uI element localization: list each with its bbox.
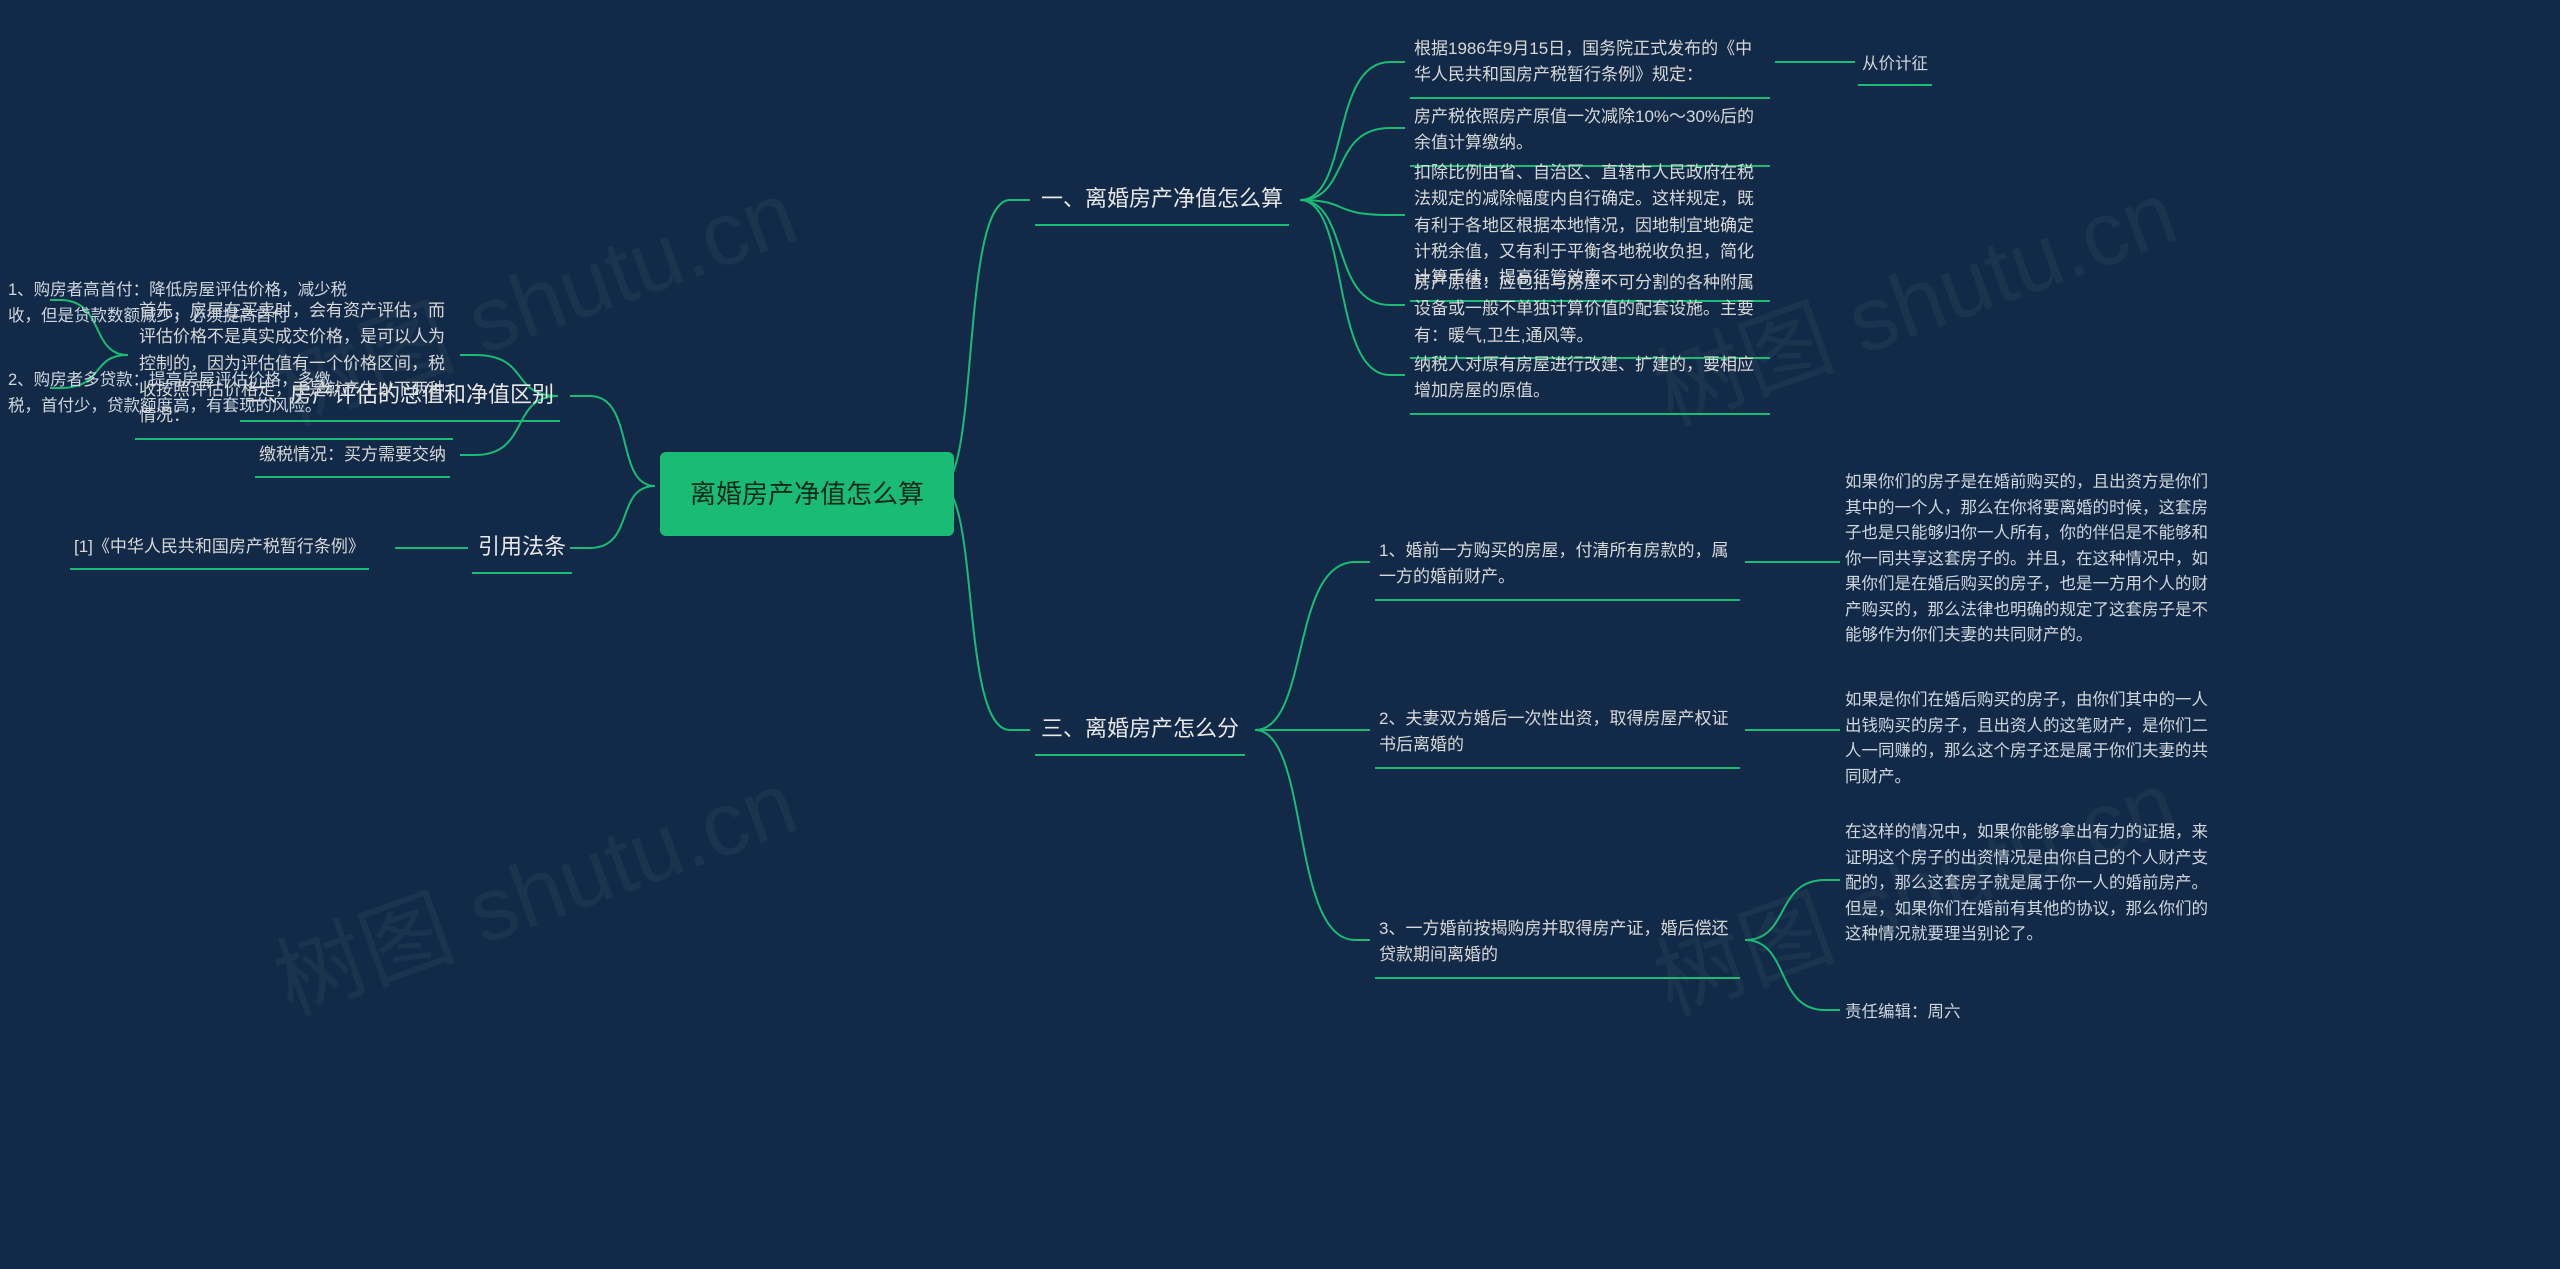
b3-s2: 2、夫妻双方婚后一次性出资，取得房屋产权证书后离婚的	[1375, 706, 1740, 769]
watermark: 树图 shutu.cn	[254, 731, 811, 1040]
b3-s1-leaf: 如果你们的房子是在婚前购买的，且出资方是你们其中的一个人，那么在你将要离婚的时候…	[1845, 470, 2215, 655]
b1-n4: 房产原值：应包括与房屋不可分割的各种附属设备或一般不单独计算价值的配套设施。主要…	[1410, 270, 1770, 359]
b3-s2-leaf: 如果是你们在婚后购买的房子，由你们其中的一人出钱购买的房子，且出资人的这笔财产，…	[1845, 688, 2215, 796]
root-node: 离婚房产净值怎么算	[660, 452, 954, 536]
b2-n2: 缴税情况：买方需要交纳	[255, 442, 450, 478]
b3-s3-l1: 在这样的情况中，如果你能够拿出有力的证据，来证明这个房子的出资情况是由你自己的个…	[1845, 820, 2215, 954]
branch-1: 一、离婚房产净值怎么算	[1035, 182, 1289, 226]
b3-s3-l2: 责任编辑：周六	[1845, 1000, 2215, 1032]
b4-n1: [1]《中华人民共和国房产税暂行条例》	[70, 534, 369, 570]
b2-n1-l1: 1、购房者高首付：降低房屋评估价格，减少税收，但是贷款数额减少，必须提高首付	[8, 278, 363, 335]
b3-s3: 3、一方婚前按揭购房并取得房产证，婚后偿还贷款期间离婚的	[1375, 916, 1740, 979]
b1-n2: 房产税依照房产原值一次减除10%～30%后的余值计算缴纳。	[1410, 104, 1770, 167]
branch-3: 三、离婚房产怎么分	[1035, 712, 1245, 756]
b1-n1-leaf: 从价计征	[1858, 52, 1932, 86]
b3-s1: 1、婚前一方购买的房屋，付清所有房款的，属一方的婚前财产。	[1375, 538, 1740, 601]
b1-n1: 根据1986年9月15日，国务院正式发布的《中华人民共和国房产税暂行条例》规定：	[1410, 36, 1770, 99]
branch-4: 引用法条	[472, 530, 572, 574]
b2-n1-l2: 2、购房者多贷款：提高房屋评估价格，多缴税，首付少，贷款额度高，有套现的风险。	[8, 368, 363, 425]
b1-n5: 纳税人对原有房屋进行改建、扩建的，要相应增加房屋的原值。	[1410, 352, 1770, 415]
